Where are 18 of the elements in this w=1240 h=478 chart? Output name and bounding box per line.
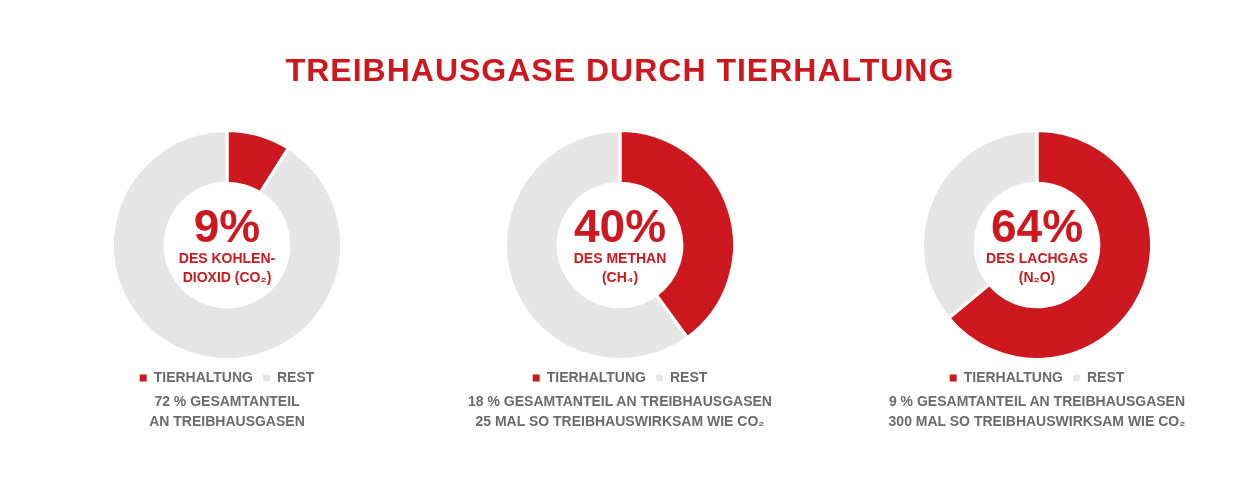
- data-label: 40%: [573, 199, 667, 252]
- text: 72 % GESAMTANTEIL AN TREIBHAUSGASEN: [148, 392, 306, 431]
- legend-label: REST: [276, 368, 315, 385]
- data-label: 64%: [990, 199, 1084, 252]
- text: 18 % GESAMTANTEIL AN TREIBHAUSGASEN: [467, 392, 773, 411]
- legend-label: TIERHALTUNG: [153, 368, 254, 385]
- text: DES LACHGAS (N₂O): [985, 249, 1089, 287]
- text: 9 % GESAMTANTEIL AN TREIBHAUSGASEN: [887, 392, 1187, 411]
- data-label: 9%: [193, 199, 261, 252]
- text: DES KOHLEN-DIOXID (CO₂): [177, 249, 277, 287]
- text: DES METHAN (CH₄): [572, 249, 668, 287]
- legend-label: TIERHALTUNG: [963, 368, 1064, 385]
- text: TREIBHAUSGASE DURCH TIERHALTUNG: [284, 51, 956, 90]
- legend-label: REST: [669, 368, 708, 385]
- legend-label: REST: [1086, 368, 1125, 385]
- text: 300 MAL SO TREIBHAUSWIRKSAM WIE CO₂: [887, 412, 1187, 431]
- legend-label: TIERHALTUNG: [546, 368, 647, 385]
- text: 25 MAL SO TREIBHAUSWIRKSAM WIE CO₂: [474, 412, 766, 431]
